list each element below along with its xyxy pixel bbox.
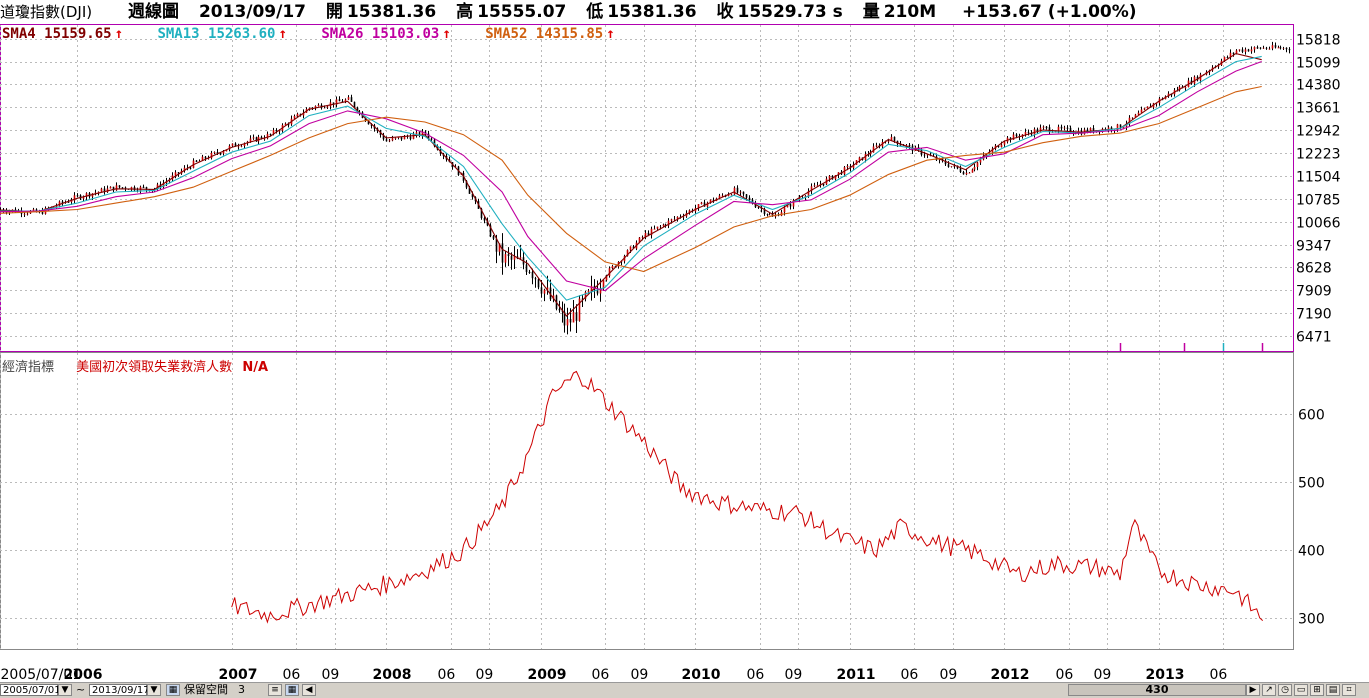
x-tick-label: 2006	[64, 667, 103, 682]
reserve-space-value[interactable]: 3	[238, 683, 245, 696]
price-y-tick: 10066	[1296, 216, 1341, 232]
econ-series-name: 美國初次領取失業救濟人數	[76, 360, 233, 375]
price-y-tick: 9347	[1296, 239, 1332, 255]
ma-legend: SMA4 15159.65 ↑ SMA13 15263.60 ↑ SMA26 151…	[2, 26, 641, 42]
symbol-name: 道瓊指數(DJI)	[0, 3, 93, 21]
price-y-tick: 12223	[1296, 147, 1341, 163]
chart-tool-icon-6[interactable]: ⌗	[1342, 684, 1356, 696]
x-tick-label: 06	[1210, 667, 1228, 682]
x-tick-label: 09	[1094, 667, 1112, 682]
ma-line-sma26	[0, 60, 1262, 292]
x-tick-label: 06	[747, 667, 765, 682]
legend-sma4: SMA4 15159.65 ↑	[2, 26, 124, 42]
price-y-tick: 12942	[1296, 124, 1341, 140]
price-chart-panel[interactable]	[0, 24, 1294, 352]
price-y-tick: 10785	[1296, 193, 1341, 209]
chart-tool-icon-5[interactable]: ▤	[1326, 684, 1340, 696]
x-tick-label: 09	[631, 667, 649, 682]
x-tick-label: 2012	[991, 667, 1030, 682]
calendar-icon[interactable]: ▦	[166, 684, 180, 696]
econ-panel-label: 經濟指標	[2, 360, 55, 375]
range-tilde: ~	[76, 683, 86, 696]
legend-sma26: SMA26 15103.03 ↑	[321, 26, 451, 42]
high-value: 15555.07	[477, 2, 567, 22]
period-label: 週線圖	[128, 2, 180, 22]
tool-icon[interactable]: ▦	[285, 684, 299, 696]
end-date-field[interactable]: 2013/09/17	[89, 684, 150, 696]
open-label: 開	[325, 2, 343, 22]
x-tick-label: 2010	[682, 667, 721, 682]
change-value: +153.67 (+1.00%)	[962, 2, 1137, 22]
economic-indicator-panel[interactable]	[0, 352, 1294, 650]
quote-date: 2013/09/17	[198, 2, 306, 22]
chart-tool-icon-2[interactable]: ◷	[1278, 684, 1292, 696]
date-range-bar: 2005/07/01 ▼ ~ 2013/09/17 ▼ ▦ 保留空間 3 ≡ ▦…	[0, 682, 1369, 698]
price-y-tick: 6471	[1296, 330, 1332, 346]
x-tick-label: 09	[940, 667, 958, 682]
ma-line-sma52	[0, 85, 1262, 273]
x-tick-label: 06	[592, 667, 610, 682]
econ-y-tick: 300	[1298, 612, 1325, 628]
legend-sma52: SMA52 14315.85 ↑	[485, 26, 615, 42]
econ-na-value: N/A	[242, 360, 269, 375]
econ-y-tick: 400	[1298, 544, 1325, 560]
econ-series-line	[231, 370, 1264, 624]
start-date-dropdown-icon[interactable]: ▼	[58, 684, 72, 696]
ma-line-sma13	[0, 55, 1262, 301]
x-tick-label: 2013	[1146, 667, 1185, 682]
x-tick-label: 2011	[837, 667, 876, 682]
chart-tool-icon-3[interactable]: ▭	[1294, 684, 1308, 696]
end-date-dropdown-icon[interactable]: ▼	[147, 684, 161, 696]
legend-sma13: SMA13 15263.60 ↑	[157, 26, 287, 42]
price-y-tick: 15818	[1296, 33, 1341, 49]
x-tick-label: 09	[785, 667, 803, 682]
low-label: 低	[586, 2, 604, 22]
price-y-tick: 7909	[1296, 284, 1332, 300]
chart-tool-icon-1[interactable]: ↗	[1262, 684, 1276, 696]
open-value: 15381.36	[346, 2, 437, 22]
ma-line-sma4	[0, 53, 1262, 317]
scroll-right-icon[interactable]: ▶	[1246, 684, 1260, 696]
x-tick-label: 2005/07/01	[1, 667, 82, 682]
x-tick-label: 09	[476, 667, 494, 682]
volume-label: 量	[862, 2, 880, 22]
low-value: 15381.36	[607, 2, 697, 22]
volume-value: 210M	[883, 2, 937, 22]
price-y-tick: 15099	[1296, 56, 1341, 72]
x-tick-label: 06	[438, 667, 456, 682]
econ-y-tick: 500	[1298, 476, 1325, 492]
x-tick-label: 2009	[528, 667, 567, 682]
x-tick-label: 2008	[373, 667, 412, 682]
econ-y-tick: 600	[1298, 408, 1325, 424]
price-y-tick: 11504	[1296, 170, 1341, 186]
econ-legend: 經濟指標 美國初次領取失業救濟人數 N/A	[2, 356, 268, 375]
price-y-tick: 8628	[1296, 261, 1332, 277]
x-tick-label: 2007	[219, 667, 258, 682]
reserve-space-label: 保留空間	[184, 683, 228, 696]
spin-icon[interactable]: ≡	[268, 684, 282, 696]
x-tick-label: 06	[901, 667, 919, 682]
close-value: 15529.73 s	[737, 2, 843, 22]
high-label: 高	[456, 2, 474, 22]
quote-header: 道瓊指數(DJI) 週線圖 2013/09/17 開 15381.36 高 1555…	[0, 0, 1369, 24]
x-tick-label: 06	[1056, 667, 1074, 682]
chart-tool-icon-4[interactable]: ⊞	[1310, 684, 1324, 696]
scroll-thumb[interactable]: 430	[1068, 684, 1246, 696]
x-tick-label: 06	[283, 667, 301, 682]
price-y-tick: 13661	[1296, 101, 1341, 117]
x-tick-label: 09	[322, 667, 340, 682]
price-y-tick: 7190	[1296, 307, 1332, 323]
scroll-left-icon[interactable]: ◀	[302, 684, 316, 696]
close-label: 收	[716, 2, 734, 22]
price-y-tick: 14380	[1296, 78, 1341, 94]
start-date-field[interactable]: 2005/07/01	[0, 684, 61, 696]
